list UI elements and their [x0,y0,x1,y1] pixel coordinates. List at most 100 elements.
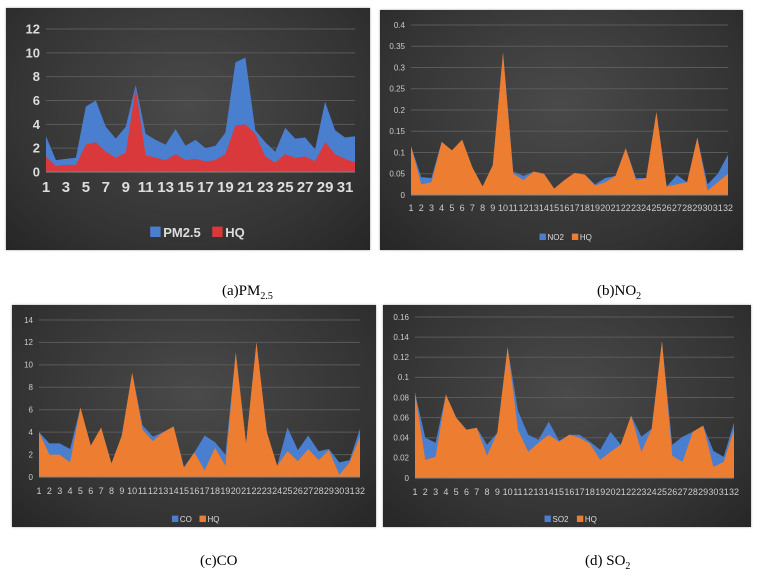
y-tick-label: 0.08 [393,393,409,402]
y-tick-label: 0.15 [389,127,405,136]
x-tick-label: 17 [197,179,214,196]
x-tick-label: 22 [251,486,261,496]
x-tick-label: 25 [277,179,294,196]
x-tick-label: 1 [412,487,417,497]
x-tick-label: 26 [662,203,672,213]
x-tick-label: 16 [564,487,574,497]
legend-label: HQ [580,233,592,242]
x-tick-label: 7 [474,487,479,497]
y-tick-label: 0.1 [394,148,406,157]
x-tick-label: 9 [122,179,130,196]
x-tick-label: 3 [62,179,70,196]
x-tick-label: 17 [570,203,580,213]
x-tick-label: 21 [616,487,626,497]
x-tick-label: 27 [678,487,688,497]
x-tick-label: 29 [317,179,334,196]
legend-label: PM2.5 [163,225,201,240]
y-tick-label: 2 [33,141,40,156]
legend-swatch [576,515,584,522]
x-tick-label: 13 [157,179,174,196]
x-tick-label: 19 [220,486,230,496]
legend-swatch [212,226,223,237]
x-tick-label: 13 [529,203,539,213]
legend-label: HQ [585,515,597,524]
x-tick-label: 5 [449,203,454,213]
legend-label: HQ [225,225,245,240]
x-tick-label: 9 [490,203,495,213]
x-tick-label: 28 [682,203,692,213]
x-tick-label: 10 [127,486,137,496]
x-tick-label: 23 [636,487,646,497]
x-tick-label: 14 [169,486,179,496]
x-tick-label: 15 [177,179,194,196]
x-tick-label: 9 [495,487,500,497]
x-tick-label: 24 [272,486,282,496]
chart-panel-no2: 0 0.05 0.1 0.15 0.2 0.25 0.3 0.35 0.4 1 2 3 4 5 6 7 8 9 10… [380,10,743,250]
y-tick-label: 0.14 [393,333,409,342]
x-tick-label: 11 [138,486,147,496]
chart-panel-co: 0 2 4 6 8 10 12 14 1 2 3 4 5 6 7 8 9 10 11 12 13 14 15 16 17 18 19… [12,305,376,527]
area-hq [411,52,728,195]
x-tick-label: 31 [713,203,723,213]
x-tick-label: 9 [119,486,124,496]
x-tick-label: 17 [200,486,210,496]
x-tick-label: 4 [439,203,444,213]
area-hq [46,88,355,172]
x-tick-label: 21 [611,203,621,213]
x-tick-label: 13 [158,486,168,496]
y-tick-label: 0.04 [393,434,409,443]
legend-swatch [150,226,161,237]
y-tick-label: 6 [29,406,34,415]
x-tick-label: 5 [454,487,459,497]
x-tick-label: 25 [283,486,293,496]
x-tick-label: 4 [68,486,73,496]
x-tick-label: 12 [148,486,158,496]
caption-so2: (d) SO2 [585,553,630,572]
area-pm25 [46,57,355,172]
y-tick-label: 4 [29,428,34,437]
x-tick-label: 30 [708,487,718,497]
y-tick-label: 0 [405,474,410,483]
x-tick-label: 18 [580,203,590,213]
legend-label: NO2 [548,233,565,242]
x-tick-label: 10 [503,487,513,497]
x-tick-label: 31 [345,486,355,496]
y-tick-label: 0.25 [389,85,405,94]
y-tick-label: 12 [24,338,33,347]
x-tick-label: 28 [688,487,698,497]
x-tick-label: 19 [595,487,605,497]
x-tick-label: 8 [109,486,114,496]
caption-text: (d) SO [585,553,626,569]
x-tick-label: 19 [590,203,600,213]
x-tick-label: 26 [293,486,303,496]
x-tick-label: 16 [559,203,569,213]
x-tick-label: 19 [217,179,234,196]
y-tick-label: 10 [26,45,40,60]
x-tick-label: 3 [433,487,438,497]
x-tick-label: 17 [575,487,585,497]
x-tick-label: 23 [631,203,641,213]
y-tick-label: 0 [401,191,406,200]
y-tick-label: 4 [33,117,41,132]
chart-panel-so2: 0 0.02 0.04 0.06 0.08 0.1 0.12 0.14 0.16 1 2 3 4 5 6 7 8… [383,305,751,527]
caption-subscript: 2.5 [260,291,273,302]
x-tick-label: 22 [621,203,631,213]
y-tick-label: 6 [33,93,40,108]
legend-swatch [571,233,579,240]
chart-no2: 00.050.10.150.20.250.30.350.41 2 3 4 5 6 7 8 9 10… [389,21,733,242]
legend-swatch [539,233,546,240]
caption-pm25: (a)PM2.5 [222,283,273,302]
caption-text: (b)NO [597,283,637,299]
x-tick-label: 11 [138,179,154,196]
x-tick-label: 11 [509,203,518,213]
x-tick-label: 25 [657,487,667,497]
x-tick-label: 24 [647,487,657,497]
x-tick-label: 27 [297,179,314,196]
x-tick-label: 20 [606,487,616,497]
x-tick-label: 15 [549,203,559,213]
y-tick-label: 10 [24,361,33,370]
x-tick-label: 32 [355,486,365,496]
chart-panel-pm25: 0 2 4 6 8 10 12 1 3 5 7 9 11 13 15 17 19 21 23 25 27 29 31 PM2.… [6,8,370,250]
x-tick-label: 29 [698,487,708,497]
x-tick-label: 15 [179,486,189,496]
